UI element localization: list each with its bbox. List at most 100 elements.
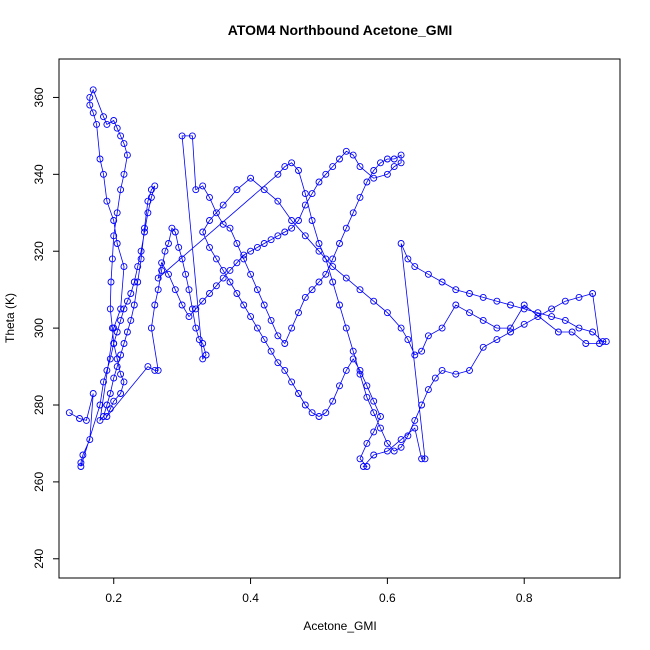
data-point bbox=[431, 374, 439, 382]
data-point bbox=[370, 174, 378, 182]
data-point bbox=[206, 290, 213, 297]
data-point bbox=[383, 439, 391, 447]
data-point bbox=[397, 324, 405, 332]
data-point bbox=[329, 397, 337, 405]
data-point bbox=[260, 336, 268, 344]
data-point bbox=[329, 255, 337, 263]
data-point bbox=[507, 328, 514, 336]
data-point bbox=[390, 155, 398, 163]
x-tick-label: 0.6 bbox=[379, 591, 396, 605]
data-point bbox=[219, 220, 227, 228]
data-point bbox=[411, 351, 419, 359]
y-tick-label: 280 bbox=[32, 395, 46, 415]
data-point bbox=[288, 224, 296, 232]
data-point bbox=[466, 366, 473, 374]
data-point bbox=[108, 324, 116, 332]
data-point bbox=[397, 151, 405, 159]
data-point bbox=[548, 305, 556, 313]
data-point bbox=[267, 347, 275, 355]
chart-title: ATOM4 Northbound Acetone_GMI bbox=[228, 22, 453, 38]
data-point bbox=[561, 297, 569, 305]
data-point bbox=[65, 409, 73, 417]
data-point bbox=[418, 455, 426, 463]
data-point bbox=[267, 316, 275, 324]
data-point bbox=[134, 278, 142, 286]
data-point bbox=[438, 278, 446, 286]
data-point bbox=[479, 343, 487, 351]
data-point bbox=[424, 270, 432, 278]
data-point bbox=[134, 263, 142, 271]
data-point bbox=[493, 297, 501, 305]
data-point bbox=[154, 286, 162, 294]
data-point bbox=[117, 186, 125, 194]
data-point bbox=[127, 290, 135, 297]
data-point bbox=[240, 251, 248, 259]
data-point bbox=[356, 455, 364, 463]
data-point bbox=[383, 309, 391, 317]
data-point bbox=[137, 255, 145, 263]
data-point bbox=[424, 386, 432, 394]
data-point bbox=[390, 163, 398, 171]
data-point bbox=[295, 309, 302, 317]
data-point bbox=[89, 109, 97, 117]
data-point bbox=[370, 167, 378, 174]
data-point bbox=[106, 355, 114, 363]
data-point bbox=[158, 266, 166, 274]
data-point bbox=[188, 132, 196, 140]
data-point bbox=[582, 340, 590, 347]
data-point bbox=[158, 259, 166, 267]
data-point bbox=[349, 347, 357, 355]
data-point bbox=[288, 378, 296, 386]
data-point bbox=[322, 255, 330, 263]
data-point bbox=[123, 328, 131, 336]
data-point bbox=[206, 193, 213, 201]
data-point bbox=[411, 416, 419, 424]
data-point bbox=[233, 290, 241, 297]
data-point bbox=[117, 132, 125, 140]
data-point bbox=[507, 301, 514, 309]
data-point bbox=[199, 297, 207, 305]
data-point bbox=[370, 409, 378, 417]
data-point bbox=[383, 447, 391, 455]
data-point bbox=[260, 301, 268, 309]
data-point bbox=[329, 163, 337, 171]
data-point bbox=[165, 270, 172, 278]
data-point bbox=[182, 270, 190, 278]
x-tick-label: 0.2 bbox=[105, 591, 122, 605]
data-point bbox=[120, 140, 128, 148]
data-point bbox=[356, 193, 364, 201]
data-point bbox=[281, 228, 289, 236]
data-point bbox=[154, 274, 162, 282]
data-point bbox=[151, 366, 159, 374]
data-point bbox=[418, 347, 426, 355]
data-point bbox=[411, 424, 419, 432]
data-point bbox=[103, 366, 111, 374]
data-point bbox=[100, 113, 107, 121]
data-point bbox=[336, 301, 343, 309]
data-point bbox=[356, 163, 364, 171]
data-point bbox=[93, 120, 101, 128]
data-point bbox=[301, 293, 309, 301]
data-point bbox=[599, 338, 607, 346]
data-point bbox=[507, 324, 514, 332]
data-point bbox=[117, 370, 125, 378]
data-point bbox=[86, 101, 94, 109]
data-point bbox=[79, 451, 87, 459]
data-point bbox=[253, 286, 261, 294]
data-point bbox=[247, 174, 255, 182]
data-point bbox=[336, 382, 343, 390]
data-point bbox=[342, 274, 350, 282]
data-point bbox=[349, 355, 357, 363]
data-point bbox=[137, 247, 145, 255]
data-point bbox=[534, 309, 542, 317]
data-point bbox=[281, 366, 289, 374]
data-point bbox=[113, 124, 121, 132]
data-point bbox=[397, 443, 405, 451]
data-point bbox=[108, 255, 116, 263]
data-point bbox=[77, 463, 85, 470]
data-series bbox=[65, 86, 610, 470]
data-point bbox=[120, 263, 128, 271]
data-point bbox=[363, 382, 371, 390]
data-point bbox=[575, 324, 583, 332]
data-point bbox=[554, 328, 562, 336]
